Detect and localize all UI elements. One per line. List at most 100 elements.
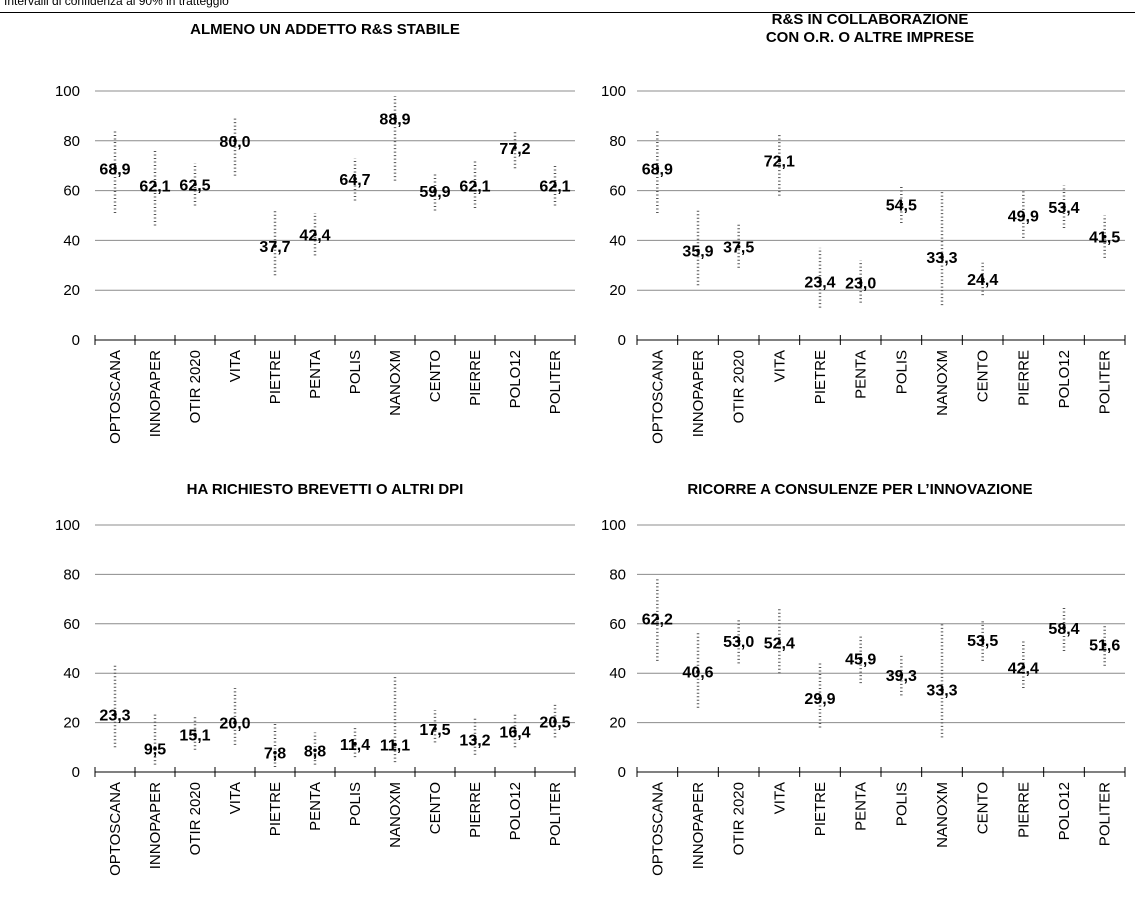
x-tick-label: PIETRE: [812, 350, 829, 404]
x-tick-label: OTIR 2020: [187, 782, 204, 855]
y-tick-label: 60: [609, 616, 626, 633]
x-tick-label: PENTA: [853, 782, 870, 831]
data-label: 68,9: [99, 161, 130, 178]
figure-note: Intervalli di confidenza al 90% in tratt…: [4, 0, 229, 8]
data-label: 33,3: [926, 250, 957, 267]
x-tick-label: PIERRE: [467, 350, 484, 406]
data-point: [1021, 665, 1026, 670]
y-tick-label: 40: [609, 665, 626, 682]
data-label: 51,6: [1089, 638, 1120, 655]
y-tick-label: 0: [618, 332, 626, 349]
data-point: [393, 116, 397, 121]
data-point: [273, 244, 277, 248]
data-point: [233, 720, 237, 725]
data-label: 11,4: [340, 737, 370, 754]
data-point: [553, 183, 557, 188]
y-tick-label: 0: [72, 332, 80, 349]
data-label: 23,0: [845, 276, 876, 293]
y-tick-label: 40: [63, 232, 80, 249]
data-label: 13,2: [459, 732, 490, 749]
y-tick-label: 100: [601, 83, 626, 100]
x-tick-label: VITA: [227, 782, 244, 814]
x-tick-label: INNOPAPER: [690, 782, 707, 869]
chart-panel: ALMENO UN ADDETTO R&S STABILE 0 20 40 60 80 10…: [55, 21, 576, 444]
data-point: [233, 139, 237, 143]
x-tick-label: INNOPAPER: [690, 350, 707, 437]
data-label: 33,3: [926, 683, 957, 700]
x-tick-label: POLIS: [893, 350, 910, 394]
data-label: 53,4: [1048, 200, 1079, 217]
data-point: [273, 750, 277, 755]
x-tick-label: NANOXM: [934, 350, 951, 416]
x-tick-label: OTIR 2020: [187, 350, 204, 423]
x-tick-label: POLITER: [1097, 350, 1114, 414]
data-point: [473, 183, 477, 188]
x-tick-label: OTIR 2020: [731, 782, 748, 855]
data-point: [655, 166, 660, 171]
y-tick-label: 40: [63, 665, 80, 682]
chart-panel: RICORRE A CONSULENZE PER L’INNOVAZIONE 0 2…: [601, 481, 1126, 876]
x-tick-label: POLITER: [547, 350, 564, 414]
data-point: [1062, 205, 1066, 209]
data-label: 41,5: [1089, 230, 1120, 247]
data-label: 15,1: [179, 728, 210, 745]
data-point: [353, 177, 357, 181]
x-tick-label: VITA: [227, 350, 244, 382]
data-label: 42,4: [1008, 660, 1039, 677]
data-label: 77,2: [499, 141, 530, 158]
data-label: 20,5: [539, 714, 570, 731]
x-tick-label: POLO12: [507, 782, 524, 840]
y-tick-label: 80: [63, 133, 80, 150]
data-point: [193, 732, 197, 737]
data-label: 80,0: [219, 134, 250, 151]
data-point: [696, 248, 700, 253]
data-label: 62,1: [139, 178, 170, 195]
top-rule: [0, 12, 1135, 13]
data-label: 54,5: [886, 197, 917, 214]
data-point: [940, 255, 944, 259]
data-label: 39,3: [886, 668, 917, 685]
x-tick-label: PIETRE: [267, 782, 284, 836]
x-tick-label: CENTO: [975, 782, 992, 834]
data-point: [513, 145, 517, 150]
y-tick-label: 40: [609, 232, 626, 249]
data-label: 42,4: [299, 227, 330, 244]
x-tick-label: POLIS: [347, 782, 364, 826]
x-tick-label: OPTOSCANA: [649, 782, 666, 876]
data-label: 9,5: [144, 742, 166, 759]
data-point: [113, 712, 117, 717]
x-tick-label: POLO12: [507, 350, 524, 408]
x-tick-label: PENTA: [307, 350, 324, 399]
data-point: [513, 729, 517, 734]
data-label: 24,4: [967, 272, 998, 289]
data-label: 23,3: [99, 707, 130, 724]
data-label: 53,0: [723, 634, 754, 651]
data-label: 35,9: [682, 244, 713, 261]
data-point: [899, 673, 904, 677]
x-tick-label: CENTO: [975, 350, 992, 402]
y-tick-label: 100: [601, 517, 626, 534]
data-point: [113, 166, 117, 171]
data-point: [777, 158, 782, 163]
data-label: 20,0: [219, 716, 250, 733]
data-label: 49,9: [1008, 209, 1039, 226]
data-label: 37,5: [723, 240, 754, 257]
x-tick-label: OPTOSCANA: [107, 350, 124, 444]
x-tick-label: POLIS: [893, 782, 910, 826]
y-tick-label: 80: [609, 566, 626, 583]
x-tick-label: PENTA: [853, 350, 870, 399]
y-tick-label: 20: [63, 715, 80, 732]
x-tick-label: POLITER: [547, 782, 564, 846]
y-tick-label: 20: [63, 282, 80, 299]
data-point: [736, 244, 741, 249]
data-label: 8,8: [304, 743, 326, 760]
data-label: 52,4: [764, 636, 795, 653]
panel-subtitle: CON O.R. O ALTRE IMPRESE: [766, 29, 974, 46]
y-tick-label: 20: [609, 282, 626, 299]
data-point: [1102, 234, 1107, 239]
data-point: [553, 719, 557, 724]
data-point: [193, 182, 197, 187]
data-point: [393, 742, 397, 747]
data-label: 17,5: [419, 722, 450, 739]
